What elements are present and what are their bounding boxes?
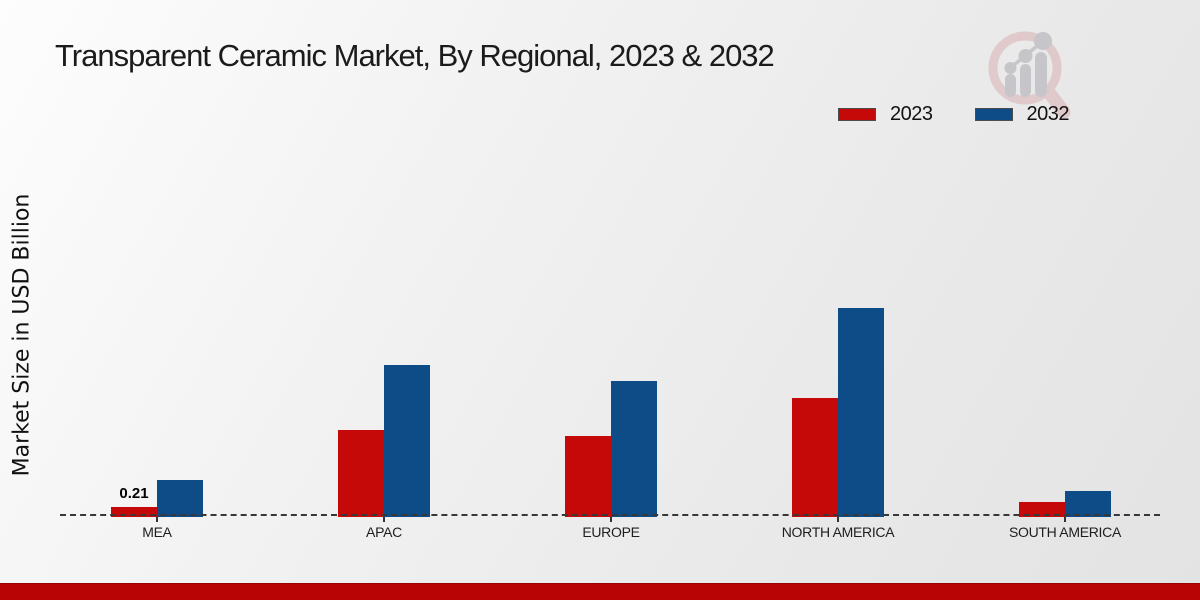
axis-tick: [837, 517, 839, 522]
bar-value-label: 0.21: [119, 485, 149, 502]
axis-tick: [1064, 517, 1066, 522]
legend-item-2023: 2023: [838, 103, 933, 126]
legend-swatch-2032: [974, 108, 1013, 121]
bar-2023-north-america: [792, 398, 838, 517]
axis-tick: [156, 517, 158, 522]
bar-2023-mea: [111, 507, 157, 517]
x-axis-baseline: [60, 514, 1160, 516]
bar-2023-apac: [338, 430, 384, 517]
legend-item-2032: 2032: [974, 103, 1070, 126]
legend-label-2023: 2023: [890, 103, 933, 125]
category-label-south-america: SOUTH AMERICA: [1008, 524, 1121, 540]
legend: 2023 2032: [838, 103, 1069, 126]
bar-2032-south-america: [1065, 491, 1111, 517]
bar-2023-europe: [565, 436, 611, 517]
bar-2032-north-america: [838, 308, 884, 517]
axis-tick: [610, 517, 612, 522]
axis-tick: [383, 517, 385, 522]
category-label-apac: APAC: [366, 524, 402, 540]
legend-label-2032: 2032: [1026, 103, 1070, 125]
bar-2032-mea: [157, 480, 203, 517]
footer-accent-bar: [0, 583, 1200, 600]
bar-2032-europe: [611, 381, 657, 517]
category-label-north-america: NORTH AMERICA: [781, 524, 895, 540]
chart-title: Transparent Ceramic Market, By Regional,…: [55, 38, 775, 73]
legend-swatch-2023: [838, 108, 876, 121]
magnifier-bar-chart-logo-icon: [988, 31, 1071, 119]
bar-2032-apac: [384, 365, 430, 517]
category-label-europe: EUROPE: [582, 524, 640, 540]
category-label-mea: MEA: [142, 524, 172, 540]
bar-2023-south-america: [1019, 502, 1065, 517]
